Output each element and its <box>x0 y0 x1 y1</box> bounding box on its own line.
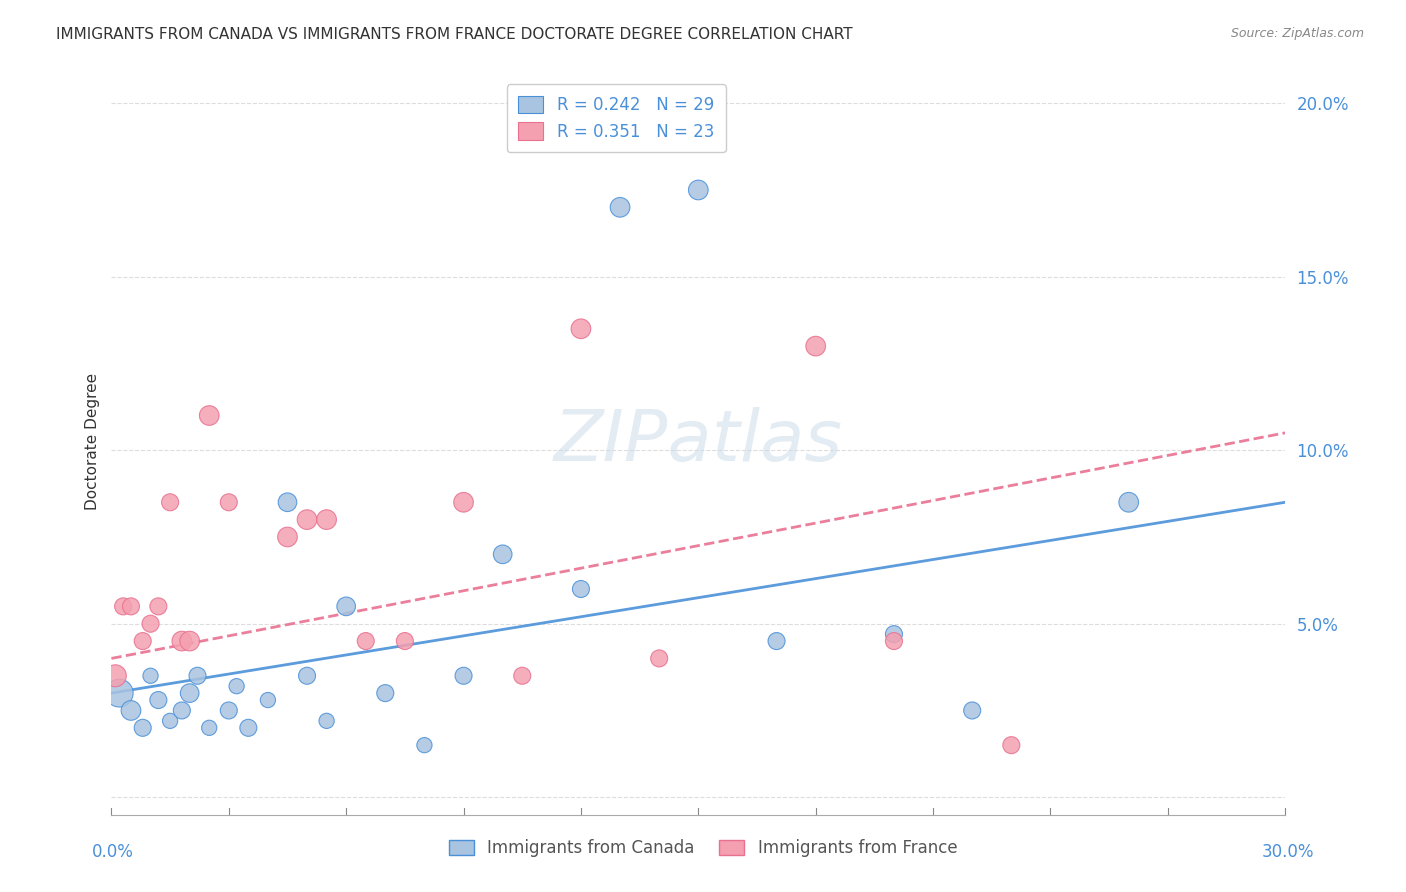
Point <box>315 513 337 527</box>
Point <box>335 599 357 614</box>
Point <box>179 634 201 648</box>
Legend: Immigrants from Canada, Immigrants from France: Immigrants from Canada, Immigrants from … <box>440 831 966 866</box>
Point <box>159 714 181 728</box>
Point <box>394 634 416 648</box>
Point <box>132 721 155 735</box>
Point <box>148 693 170 707</box>
Point <box>883 634 905 648</box>
Point <box>1000 738 1022 752</box>
Point <box>186 669 208 683</box>
Point <box>112 599 135 614</box>
Point <box>148 599 170 614</box>
Text: ZIPatlas: ZIPatlas <box>554 407 842 476</box>
Point <box>1118 495 1140 509</box>
Y-axis label: Doctorate Degree: Doctorate Degree <box>86 373 100 510</box>
Point <box>108 686 131 700</box>
Point <box>453 669 475 683</box>
Point <box>218 703 240 717</box>
Point <box>315 714 337 728</box>
Point <box>883 627 905 641</box>
Point <box>198 409 221 423</box>
Point <box>198 721 221 735</box>
Point <box>225 679 247 693</box>
Point <box>170 634 193 648</box>
Point <box>413 738 436 752</box>
Point <box>295 513 318 527</box>
Text: Source: ZipAtlas.com: Source: ZipAtlas.com <box>1230 27 1364 40</box>
Point <box>170 703 193 717</box>
Point <box>609 200 631 214</box>
Point <box>765 634 787 648</box>
Point <box>139 669 162 683</box>
Point <box>960 703 983 717</box>
Point <box>804 339 827 353</box>
Point <box>257 693 280 707</box>
Point <box>276 530 298 544</box>
Legend: R = 0.242   N = 29, R = 0.351   N = 23: R = 0.242 N = 29, R = 0.351 N = 23 <box>506 85 725 153</box>
Point <box>688 183 710 197</box>
Text: IMMIGRANTS FROM CANADA VS IMMIGRANTS FROM FRANCE DOCTORATE DEGREE CORRELATION CH: IMMIGRANTS FROM CANADA VS IMMIGRANTS FRO… <box>56 27 853 42</box>
Point <box>238 721 260 735</box>
Point <box>179 686 201 700</box>
Text: 30.0%: 30.0% <box>1263 843 1315 861</box>
Point <box>569 322 592 336</box>
Text: 0.0%: 0.0% <box>91 843 134 861</box>
Point <box>453 495 475 509</box>
Point <box>159 495 181 509</box>
Point <box>569 582 592 596</box>
Point <box>648 651 671 665</box>
Point <box>492 547 515 561</box>
Point <box>374 686 396 700</box>
Point <box>276 495 298 509</box>
Point <box>139 616 162 631</box>
Point <box>354 634 377 648</box>
Point <box>132 634 155 648</box>
Point <box>295 669 318 683</box>
Point <box>120 703 142 717</box>
Point <box>510 669 533 683</box>
Point <box>104 669 127 683</box>
Point <box>120 599 142 614</box>
Point <box>218 495 240 509</box>
